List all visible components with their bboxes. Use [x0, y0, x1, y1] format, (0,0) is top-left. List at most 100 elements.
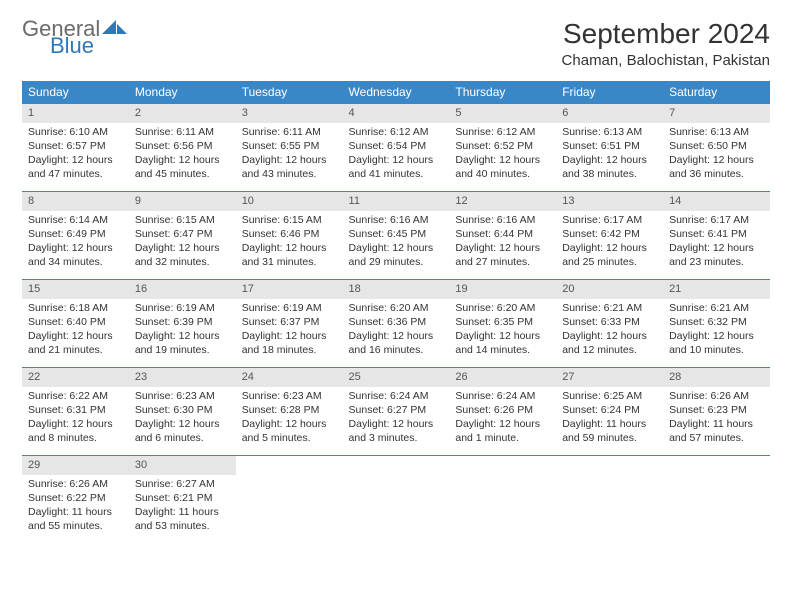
- day-body: Sunrise: 6:19 AMSunset: 6:37 PMDaylight:…: [236, 299, 343, 364]
- sunrise-text: Sunrise: 6:14 AM: [28, 213, 123, 227]
- sunrise-text: Sunrise: 6:15 AM: [135, 213, 230, 227]
- day-number: 14: [663, 192, 770, 211]
- daylight-text: Daylight: 12 hours and 31 minutes.: [242, 241, 337, 269]
- daylight-text: Daylight: 12 hours and 32 minutes.: [135, 241, 230, 269]
- sunset-text: Sunset: 6:32 PM: [669, 315, 764, 329]
- logo: General Blue: [22, 18, 128, 57]
- sunset-text: Sunset: 6:23 PM: [669, 403, 764, 417]
- daylight-text: Daylight: 12 hours and 8 minutes.: [28, 417, 123, 445]
- location: Chaman, Balochistan, Pakistan: [562, 52, 770, 69]
- daylight-text: Daylight: 12 hours and 21 minutes.: [28, 329, 123, 357]
- day-number: 13: [556, 192, 663, 211]
- day-body: Sunrise: 6:10 AMSunset: 6:57 PMDaylight:…: [22, 123, 129, 188]
- day-body: Sunrise: 6:13 AMSunset: 6:50 PMDaylight:…: [663, 123, 770, 188]
- header: General Blue September 2024 Chaman, Balo…: [22, 18, 770, 69]
- sunrise-text: Sunrise: 6:12 AM: [455, 125, 550, 139]
- sunset-text: Sunset: 6:55 PM: [242, 139, 337, 153]
- sunrise-text: Sunrise: 6:26 AM: [28, 477, 123, 491]
- calendar-day-cell: 20Sunrise: 6:21 AMSunset: 6:33 PMDayligh…: [556, 280, 663, 368]
- sunrise-text: Sunrise: 6:23 AM: [135, 389, 230, 403]
- day-body: Sunrise: 6:21 AMSunset: 6:33 PMDaylight:…: [556, 299, 663, 364]
- weekday-header: Monday: [129, 81, 236, 104]
- calendar-day-cell: 1Sunrise: 6:10 AMSunset: 6:57 PMDaylight…: [22, 104, 129, 192]
- day-number: 23: [129, 368, 236, 387]
- calendar-day-cell: 28Sunrise: 6:26 AMSunset: 6:23 PMDayligh…: [663, 368, 770, 456]
- day-number: 11: [343, 192, 450, 211]
- sunset-text: Sunset: 6:27 PM: [349, 403, 444, 417]
- day-number: 18: [343, 280, 450, 299]
- day-body: Sunrise: 6:11 AMSunset: 6:56 PMDaylight:…: [129, 123, 236, 188]
- calendar-day-cell: 4Sunrise: 6:12 AMSunset: 6:54 PMDaylight…: [343, 104, 450, 192]
- daylight-text: Daylight: 12 hours and 3 minutes.: [349, 417, 444, 445]
- day-number: 26: [449, 368, 556, 387]
- logo-text-blue: Blue: [50, 36, 128, 57]
- calendar-table: Sunday Monday Tuesday Wednesday Thursday…: [22, 81, 770, 544]
- day-number: 15: [22, 280, 129, 299]
- calendar-day-cell: [556, 456, 663, 544]
- calendar-day-cell: 2Sunrise: 6:11 AMSunset: 6:56 PMDaylight…: [129, 104, 236, 192]
- page-title: September 2024: [562, 18, 770, 50]
- weekday-header-row: Sunday Monday Tuesday Wednesday Thursday…: [22, 81, 770, 104]
- day-number: 30: [129, 456, 236, 475]
- calendar-day-cell: 18 Sunrise: 6:20 AMSunset: 6:36 PMDayligh…: [343, 280, 450, 368]
- day-number: 21: [663, 280, 770, 299]
- calendar-day-cell: 5Sunrise: 6:12 AMSunset: 6:52 PMDaylight…: [449, 104, 556, 192]
- day-number: 2: [129, 104, 236, 123]
- sunrise-text: Sunrise: 6:21 AM: [562, 301, 657, 315]
- daylight-text: Daylight: 12 hours and 16 minutes.: [349, 329, 444, 357]
- sunset-text: Sunset: 6:56 PM: [135, 139, 230, 153]
- sunrise-text: Sunrise: 6:11 AM: [242, 125, 337, 139]
- sunrise-text: Sunrise: 6:20 AM: [349, 301, 444, 315]
- daylight-text: Daylight: 11 hours and 55 minutes.: [28, 505, 123, 533]
- sunrise-text: Sunrise: 6:13 AM: [562, 125, 657, 139]
- sunrise-text: Sunrise: 6:22 AM: [28, 389, 123, 403]
- day-body: Sunrise: 6:12 AMSunset: 6:52 PMDaylight:…: [449, 123, 556, 188]
- sunset-text: Sunset: 6:26 PM: [455, 403, 550, 417]
- day-body: Sunrise: 6:15 AMSunset: 6:46 PMDaylight:…: [236, 211, 343, 276]
- calendar-day-cell: 29Sunrise: 6:26 AMSunset: 6:22 PMDayligh…: [22, 456, 129, 544]
- day-body: Sunrise: 6:20 AMSunset: 6:35 PMDaylight:…: [449, 299, 556, 364]
- day-body: Sunrise: 6:26 AMSunset: 6:22 PMDaylight:…: [22, 475, 129, 540]
- daylight-text: Daylight: 12 hours and 45 minutes.: [135, 153, 230, 181]
- sunset-text: Sunset: 6:24 PM: [562, 403, 657, 417]
- calendar-week-row: 22Sunrise: 6:22 AMSunset: 6:31 PMDayligh…: [22, 368, 770, 456]
- calendar-day-cell: 8Sunrise: 6:14 AMSunset: 6:49 PMDaylight…: [22, 192, 129, 280]
- calendar-week-row: 15Sunrise: 6:18 AMSunset: 6:40 PMDayligh…: [22, 280, 770, 368]
- calendar-day-cell: 7Sunrise: 6:13 AMSunset: 6:50 PMDaylight…: [663, 104, 770, 192]
- day-body: Sunrise: 6:23 AMSunset: 6:30 PMDaylight:…: [129, 387, 236, 452]
- weekday-header: Saturday: [663, 81, 770, 104]
- sunrise-text: Sunrise: 6:24 AM: [455, 389, 550, 403]
- sunset-text: Sunset: 6:33 PM: [562, 315, 657, 329]
- day-body: Sunrise: 6:17 AMSunset: 6:41 PMDaylight:…: [663, 211, 770, 276]
- sunrise-text: Sunrise: 6:26 AM: [669, 389, 764, 403]
- day-body: Sunrise: 6:24 AMSunset: 6:27 PMDaylight:…: [343, 387, 450, 452]
- sunrise-text: Sunrise: 6:20 AM: [455, 301, 550, 315]
- daylight-text: Daylight: 12 hours and 25 minutes.: [562, 241, 657, 269]
- sunset-text: Sunset: 6:36 PM: [349, 315, 444, 329]
- daylight-text: Daylight: 12 hours and 19 minutes.: [135, 329, 230, 357]
- calendar-day-cell: 24Sunrise: 6:23 AMSunset: 6:28 PMDayligh…: [236, 368, 343, 456]
- sunrise-text: Sunrise: 6:17 AM: [669, 213, 764, 227]
- sunrise-text: Sunrise: 6:21 AM: [669, 301, 764, 315]
- sunset-text: Sunset: 6:50 PM: [669, 139, 764, 153]
- day-body: Sunrise: 6:14 AMSunset: 6:49 PMDaylight:…: [22, 211, 129, 276]
- weekday-header: Tuesday: [236, 81, 343, 104]
- daylight-text: Daylight: 12 hours and 6 minutes.: [135, 417, 230, 445]
- calendar-day-cell: [449, 456, 556, 544]
- day-number: 1: [22, 104, 129, 123]
- calendar-week-row: 8Sunrise: 6:14 AMSunset: 6:49 PMDaylight…: [22, 192, 770, 280]
- day-number: 9: [129, 192, 236, 211]
- title-block: September 2024 Chaman, Balochistan, Paki…: [562, 18, 770, 69]
- daylight-text: Daylight: 12 hours and 29 minutes.: [349, 241, 444, 269]
- sunset-text: Sunset: 6:44 PM: [455, 227, 550, 241]
- day-body: Sunrise: 6:13 AMSunset: 6:51 PMDaylight:…: [556, 123, 663, 188]
- weekday-header: Thursday: [449, 81, 556, 104]
- calendar-week-row: 1Sunrise: 6:10 AMSunset: 6:57 PMDaylight…: [22, 104, 770, 192]
- day-number: 28: [663, 368, 770, 387]
- calendar-day-cell: 9Sunrise: 6:15 AMSunset: 6:47 PMDaylight…: [129, 192, 236, 280]
- day-body: Sunrise: 6:11 AMSunset: 6:55 PMDaylight:…: [236, 123, 343, 188]
- daylight-text: Daylight: 12 hours and 27 minutes.: [455, 241, 550, 269]
- sunset-text: Sunset: 6:45 PM: [349, 227, 444, 241]
- sunset-text: Sunset: 6:22 PM: [28, 491, 123, 505]
- daylight-text: Daylight: 12 hours and 41 minutes.: [349, 153, 444, 181]
